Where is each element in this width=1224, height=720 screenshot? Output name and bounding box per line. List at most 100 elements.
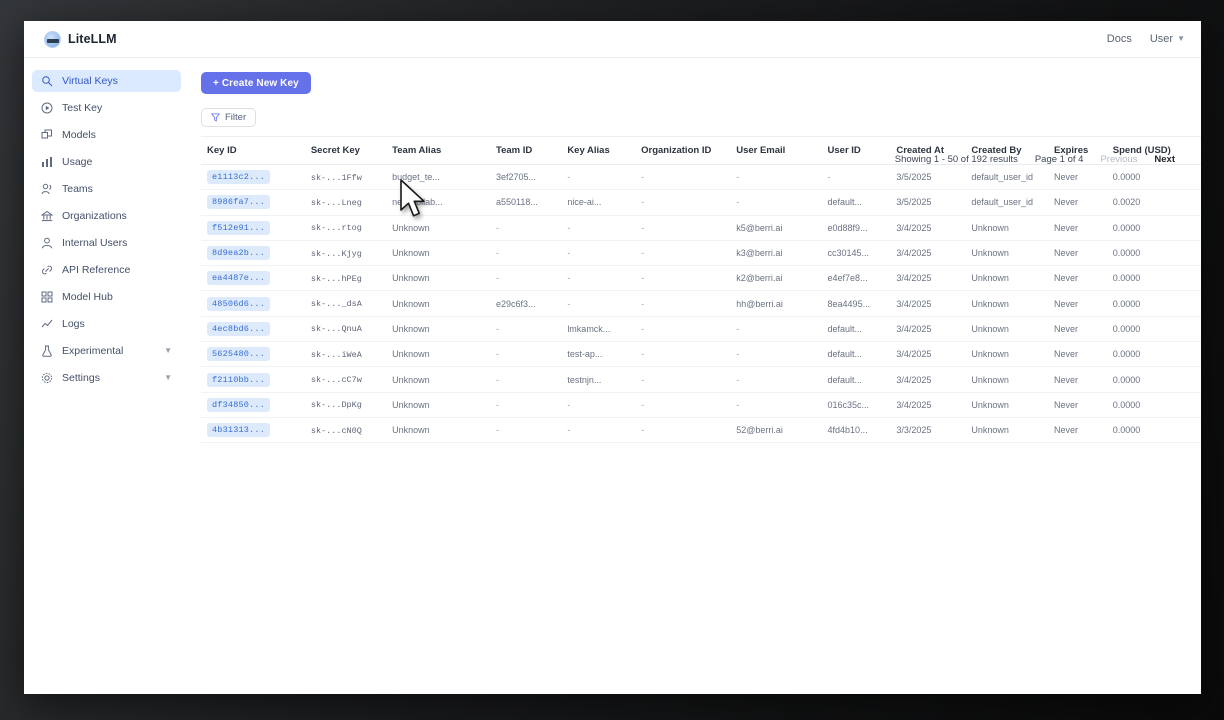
cell-team-alias: Unknown: [386, 392, 490, 418]
cell-secret-key: sk-..._dsA: [304, 290, 387, 317]
sidebar-item-test-key[interactable]: Test Key: [32, 97, 181, 119]
cell-key-id: 8d9ea2b...: [201, 240, 305, 267]
column-header-team-alias[interactable]: Team Alias: [386, 137, 490, 165]
cell-text: 0.0000: [1112, 248, 1141, 259]
cell-user-email: -: [730, 316, 822, 343]
cell-budget: Unlimited: [1198, 316, 1201, 343]
cell-text: -: [736, 172, 740, 183]
cell-user-id: 4fd4b10...: [821, 417, 891, 444]
cell-spend: 0.0000: [1106, 341, 1199, 368]
key-id-badge[interactable]: 8d9ea2b...: [207, 246, 271, 261]
user-menu[interactable]: User ▼: [1150, 33, 1185, 45]
table-row[interactable]: 4b31313... sk-...cN0Q Unknown - - -52@berri.a…: [201, 417, 1201, 444]
cell-spend: 0.0000: [1106, 290, 1199, 317]
cell-text: 8ea4495...: [827, 298, 871, 309]
table-row[interactable]: 48506d6... sk-..._dsA Unknown e29c6f3... - - h…: [201, 290, 1201, 317]
sidebar-item-organizations[interactable]: Organizations: [32, 205, 181, 227]
key-id-badge[interactable]: f2110bb...: [207, 372, 271, 387]
cell-user-id: e4ef7e8...: [821, 265, 891, 292]
cell-text: Never: [1053, 425, 1078, 436]
cell-text: Never: [1053, 248, 1078, 259]
key-id-badge[interactable]: 8986fa7...: [207, 195, 271, 210]
key-id-badge[interactable]: 48506d6...: [207, 296, 271, 311]
chevron-down-icon[interactable]: ▼: [164, 346, 172, 355]
cell-team-id: -: [490, 341, 562, 368]
cell-text: 4fd4b10...: [827, 425, 868, 436]
table-row[interactable]: 8d9ea2b... sk-...Kjyg Unknown - - - k3@berri.a…: [201, 240, 1201, 267]
cell-spend: 0.0000: [1106, 392, 1199, 418]
sidebar-item-settings[interactable]: Settings ▼: [32, 367, 181, 389]
column-header-user-email[interactable]: User Email: [730, 137, 822, 165]
table-row[interactable]: 8986fa7... sk-...Lneg new-collab... a550118…: [201, 189, 1201, 216]
column-header-budget-usd[interactable]: Budget (USD): [1198, 137, 1201, 165]
keys-table-scroll-area[interactable]: Key ID Secret Key Team Alias Team ID Key Ali…: [201, 136, 1201, 447]
cell-created-by: Unknown: [965, 392, 1048, 418]
column-header-key-alias[interactable]: Key Alias: [561, 137, 636, 165]
table-row[interactable]: e1113c2... sk-...1Ffw budget_te... 3ef2705.…: [201, 164, 1201, 191]
table-row[interactable]: 4db0218...sk-...f3QjUnknown---n8@berri.a…: [201, 442, 1201, 447]
sidebar-item-teams[interactable]: Teams: [32, 178, 181, 200]
cell-text: -: [736, 197, 740, 208]
cell-text: Unknown: [392, 273, 430, 284]
table-row[interactable]: 5625480... sk-...iWeA Unknown - test-ap... - -…: [201, 341, 1201, 368]
column-header-created-by[interactable]: Created By: [965, 137, 1048, 165]
column-header-spend-usd[interactable]: Spend (USD): [1106, 137, 1199, 165]
column-header-user-id[interactable]: User ID: [821, 137, 891, 165]
sidebar-item-api-reference[interactable]: API Reference: [32, 259, 181, 281]
brand-name: LiteLLM: [68, 32, 117, 46]
column-header-expires[interactable]: Expires: [1047, 137, 1107, 165]
table-row[interactable]: ea4487e... sk-...hPEg Unknown - - - k2@berri.a…: [201, 265, 1201, 292]
cell-text: -: [567, 298, 571, 309]
column-header-key-id[interactable]: Key ID: [201, 137, 305, 165]
table-row[interactable]: f2110bb... sk-...cC7w Unknown - testnjn... - -…: [201, 366, 1201, 393]
column-header-created-at[interactable]: Created At: [890, 137, 966, 165]
table-row[interactable]: df34850... sk-...DpKg Unknown - - - - 016c35c..…: [201, 392, 1201, 418]
table-row[interactable]: f512e91... sk-...rtog Unknown - - - k5@berri.a…: [201, 215, 1201, 241]
sidebar-item-virtual-keys[interactable]: Virtual Keys: [32, 70, 181, 92]
cell-expires: Never: [1047, 366, 1107, 393]
cell-text: k3@berri.ai: [736, 248, 783, 259]
cell-organization-id: -: [635, 366, 731, 393]
cell-expires: Never: [1047, 215, 1107, 241]
create-new-key-button[interactable]: + Create New Key: [201, 72, 311, 94]
cell-text: 3/5/2025: [896, 172, 932, 183]
cell-created-at: 3/3/2025: [890, 442, 966, 447]
cell-text: -: [641, 248, 645, 259]
key-id-badge[interactable]: 4b31313...: [207, 423, 271, 438]
cell-text: e4ef7e8...: [827, 273, 868, 284]
next-page-button[interactable]: Next: [1154, 154, 1175, 165]
cell-text: 0.0000: [1112, 374, 1141, 385]
sidebar-item-internal-users[interactable]: Internal Users: [32, 232, 181, 254]
sidebar-item-label: API Reference: [62, 264, 131, 276]
docs-link[interactable]: Docs: [1106, 33, 1132, 45]
previous-page-button[interactable]: Previous: [1100, 154, 1138, 165]
key-id-badge[interactable]: f512e91...: [207, 220, 271, 235]
sidebar-item-logs[interactable]: Logs: [32, 313, 181, 335]
key-id-badge[interactable]: 5625480...: [207, 347, 271, 362]
key-id-badge[interactable]: 4ec8bd6...: [207, 321, 271, 336]
cell-text: test-ap...: [567, 349, 603, 360]
results-count: Showing 1 - 50 of 192 results: [894, 154, 1018, 165]
cell-created-by: Unknown: [965, 316, 1048, 343]
cell-created-by: default_user_id: [965, 189, 1048, 216]
key-id-badge[interactable]: df34850...: [207, 397, 271, 412]
sidebar-item-models[interactable]: Models: [32, 124, 181, 146]
cell-text: 52@berri.ai: [736, 425, 783, 436]
key-id-badge[interactable]: ea4487e...: [207, 271, 271, 286]
brand[interactable]: LiteLLM: [44, 30, 117, 48]
column-header-team-id[interactable]: Team ID: [490, 137, 562, 165]
sidebar-item-label: Test Key: [62, 102, 103, 114]
column-header-organization-id[interactable]: Organization ID: [635, 137, 731, 165]
sidebar-item-model-hub[interactable]: Model Hub: [32, 286, 181, 308]
sidebar-item-usage[interactable]: Usage: [32, 151, 181, 173]
filter-button[interactable]: Filter: [201, 108, 257, 127]
cell-text: Unknown: [971, 323, 1009, 334]
cell-text: default...: [827, 349, 863, 360]
column-header-secret-key[interactable]: Secret Key: [304, 137, 387, 165]
app-body: Virtual Keys Test Key Models Usage Teams Orga…: [24, 58, 1201, 694]
sidebar-item-experimental[interactable]: Experimental ▼: [32, 340, 181, 362]
cell-text: -: [736, 349, 740, 360]
table-row[interactable]: 4ec8bd6... sk-...QnuA Unknown - lmkamck... - -…: [201, 316, 1201, 343]
chevron-down-icon[interactable]: ▼: [164, 373, 172, 382]
key-id-badge[interactable]: e1113c2...: [207, 170, 271, 185]
